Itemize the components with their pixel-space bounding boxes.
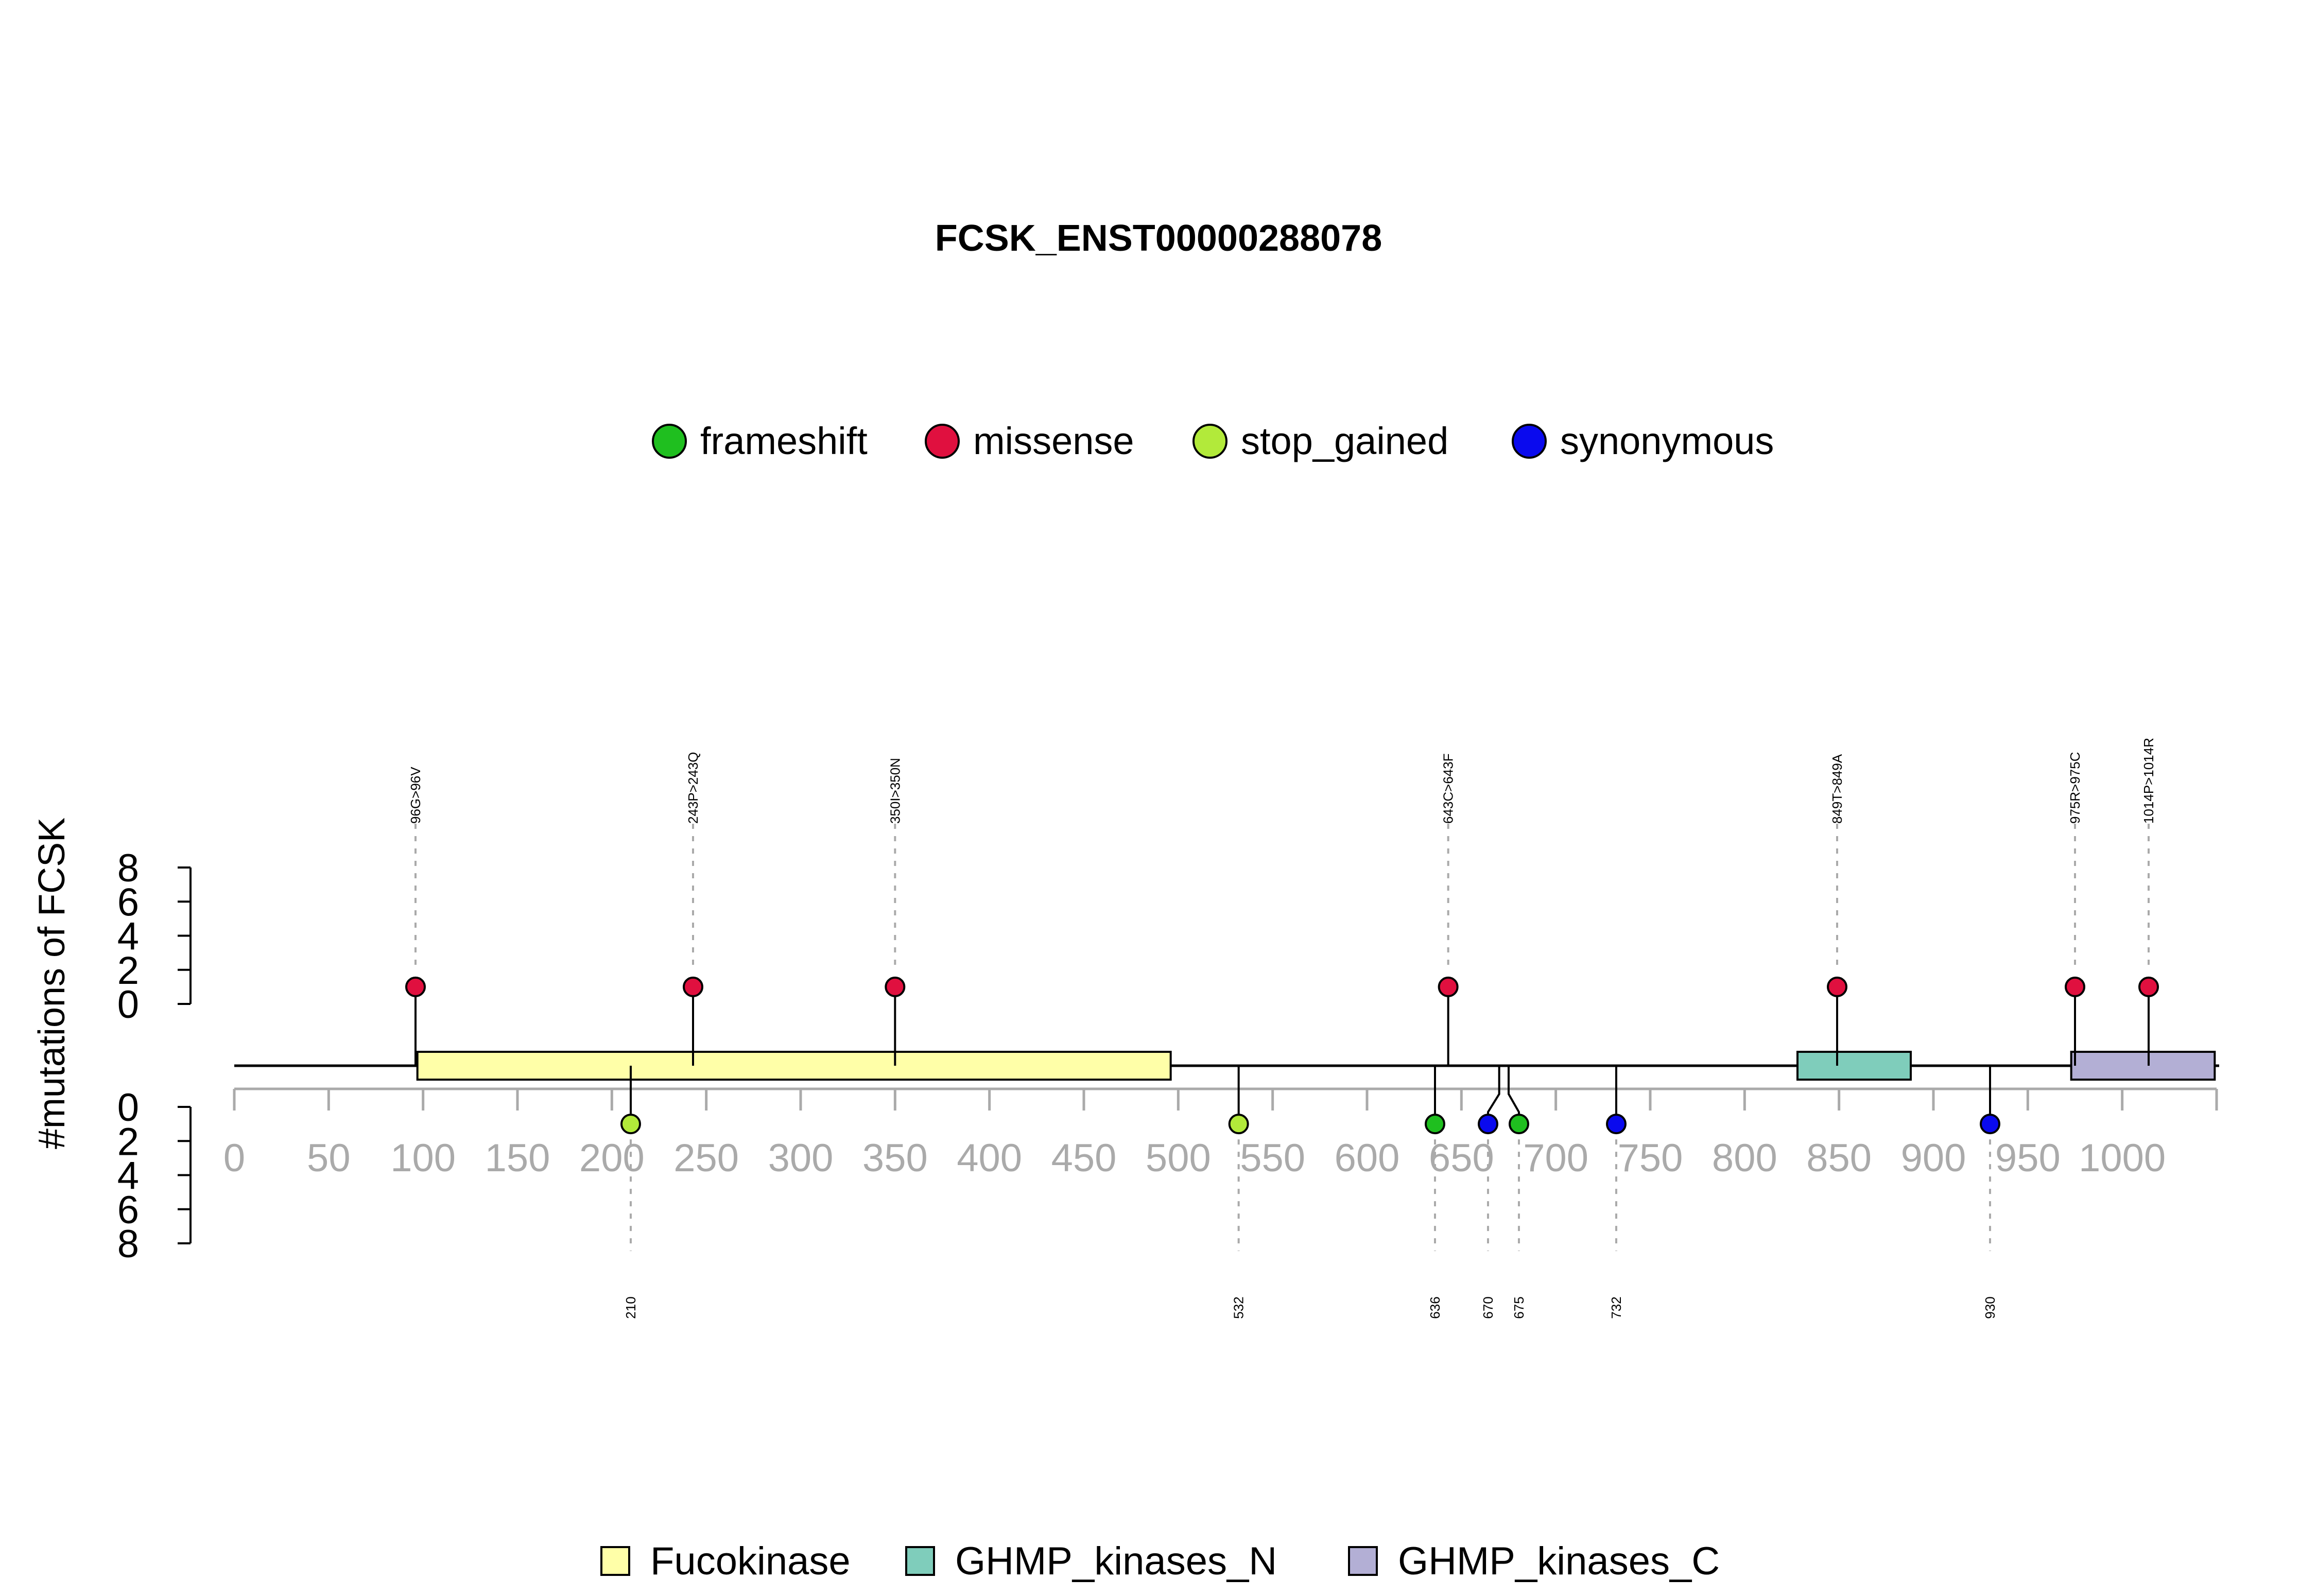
- protein-domains: [416, 1051, 2216, 1081]
- domain-legend-label-GHMP_kinases_C: GHMP_kinases_C: [1398, 1539, 1720, 1583]
- x-tick-label: 750: [1618, 1136, 1683, 1180]
- x-tick-label: 200: [579, 1136, 645, 1180]
- domain-GHMP_kinases_N: [1796, 1051, 1912, 1081]
- legend-marker-frameshift: [652, 424, 687, 459]
- upper-y-tick-label: 0: [117, 983, 139, 1027]
- mutation-point-synonymous: [1478, 1114, 1498, 1135]
- domain-legend-label-Fucokinase: Fucokinase: [650, 1539, 851, 1583]
- mutation-point-synonymous: [1980, 1114, 2000, 1135]
- mutation-point-stop_gained: [620, 1114, 641, 1135]
- mutation-label: 675: [1511, 1296, 1527, 1319]
- mutation-point-missense: [1438, 976, 1459, 997]
- mutation-label: 96G>96V: [408, 767, 423, 824]
- x-tick-label: 350: [862, 1136, 928, 1180]
- domain-legend: Fucokinase GHMP_kinases_N GHMP_kinases_C: [600, 1539, 1720, 1583]
- domain-legend-swatch-GHMP_kinases_C: [1348, 1546, 1378, 1576]
- upper-y-tick-label: 6: [117, 880, 139, 924]
- x-tick-label: 450: [1051, 1136, 1117, 1180]
- mutation-point-missense: [683, 976, 703, 997]
- x-tick-label: 600: [1335, 1136, 1400, 1180]
- legend-label-stop_gained: stop_gained: [1241, 420, 1448, 462]
- x-axis: 0 50 100 150 200 250 300 350 400 450 500 550 600 650 7…: [223, 1087, 2218, 1180]
- mutation-point-stop_gained: [1228, 1114, 1249, 1135]
- mutation-point-missense: [2065, 976, 2085, 997]
- x-tick-label: 300: [768, 1136, 834, 1180]
- domain-legend-swatch-GHMP_kinases_N: [905, 1546, 935, 1576]
- domain-legend-label-GHMP_kinases_N: GHMP_kinases_N: [955, 1539, 1277, 1583]
- x-tick-label: 100: [390, 1136, 456, 1180]
- lower-y-tick-label: 6: [117, 1188, 139, 1232]
- mutation-label: 670: [1480, 1296, 1496, 1319]
- lower-y-tick-label: 4: [117, 1154, 139, 1198]
- mutation-point-missense: [2138, 976, 2159, 997]
- domain-legend-swatch-Fucokinase: [600, 1546, 630, 1576]
- mutation-point-missense: [885, 976, 906, 997]
- mutation-label: 643C>643F: [1441, 753, 1456, 824]
- mutation-label: 1014P>1014R: [2141, 738, 2156, 824]
- x-tick-label: 950: [1995, 1136, 2061, 1180]
- domain-GHMP_kinases_C: [2070, 1051, 2216, 1081]
- x-tick-label: 550: [1240, 1136, 1305, 1180]
- x-tick-label: 700: [1523, 1136, 1588, 1180]
- upper-y-tick-label: 8: [117, 846, 139, 890]
- upper-y-tick-label: 4: [117, 915, 139, 959]
- x-tick-label: 1000: [2079, 1136, 2166, 1180]
- x-tick-label: 250: [673, 1136, 739, 1180]
- y-axis-label: #mutations of FCSK: [31, 818, 73, 1149]
- mutation-point-frameshift: [1509, 1114, 1529, 1135]
- lower-y-tick-label: 8: [117, 1222, 139, 1266]
- upper-y-tick-label: 2: [117, 949, 139, 993]
- mutation-label: 975R>975C: [2067, 752, 2083, 824]
- x-tick-label: 500: [1146, 1136, 1211, 1180]
- mutation-label: 210: [623, 1296, 638, 1319]
- x-tick-label: 650: [1429, 1136, 1494, 1180]
- mutation-label: 636: [1427, 1296, 1443, 1319]
- legend-marker-missense: [925, 424, 960, 459]
- mutation-point-missense: [405, 976, 426, 997]
- mutations: 96G>96V 243P>243Q 350I>350N 643C>643F 849T>8…: [405, 738, 2159, 1319]
- legend-label-synonymous: synonymous: [1560, 420, 1774, 462]
- x-tick-label: 900: [1901, 1136, 1966, 1180]
- x-tick-label: 400: [957, 1136, 1022, 1180]
- mutation-label: 930: [1982, 1296, 1998, 1319]
- chart-title: FCSK_ENST00000288078: [935, 218, 1382, 259]
- mutation-label: 532: [1231, 1296, 1247, 1319]
- mutation-label: 243P>243Q: [685, 752, 701, 824]
- lower-y-tick-label: 0: [117, 1086, 139, 1130]
- mutation-label: 350I>350N: [887, 758, 903, 824]
- mutation-type-legend: frameshift missense stop_gained synonymous: [652, 420, 1774, 462]
- x-tick-label: 0: [223, 1136, 245, 1180]
- legend-marker-stop_gained: [1192, 424, 1227, 459]
- domain-Fucokinase: [416, 1051, 1172, 1081]
- x-tick-label: 850: [1806, 1136, 1872, 1180]
- mutation-point-frameshift: [1425, 1114, 1445, 1135]
- x-tick-label: 50: [307, 1136, 351, 1180]
- legend-label-frameshift: frameshift: [700, 420, 868, 462]
- legend-label-missense: missense: [973, 420, 1134, 462]
- lower-y-tick-label: 2: [117, 1120, 139, 1164]
- x-tick-label: 800: [1712, 1136, 1777, 1180]
- x-tick-label: 150: [485, 1136, 550, 1180]
- mutation-label: 732: [1609, 1296, 1624, 1319]
- legend-marker-synonymous: [1512, 424, 1547, 459]
- mutation-point-synonymous: [1606, 1114, 1627, 1135]
- mutation-point-missense: [1827, 976, 1847, 997]
- mutation-label: 849T>849A: [1829, 754, 1845, 824]
